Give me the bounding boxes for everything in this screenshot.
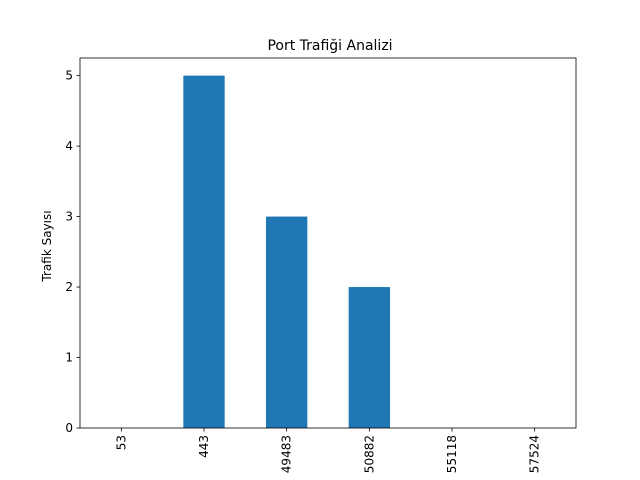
x-tick-label: 53 [114, 435, 128, 450]
x-tick-label: 443 [197, 435, 211, 458]
x-tick-label: 50882 [362, 435, 376, 473]
y-tick-label: 0 [65, 421, 73, 435]
bar-49483 [266, 216, 308, 428]
x-tick-label: 55118 [445, 435, 459, 473]
bar-443 [183, 75, 225, 428]
x-tick-label: 49483 [280, 435, 294, 473]
x-tick-label: 57524 [528, 435, 542, 473]
bar-50882 [348, 287, 390, 428]
y-tick-label: 3 [65, 210, 73, 224]
y-axis-label: Trafik Sayısı [40, 210, 54, 282]
y-tick-label: 2 [65, 280, 73, 294]
y-tick-label: 4 [65, 139, 73, 153]
y-tick-label: 5 [65, 69, 73, 83]
plot-frame [79, 57, 577, 429]
y-tick-label: 1 [65, 351, 73, 365]
chart-title: Port Trafiği Analizi [267, 38, 392, 54]
bars-layer [183, 75, 390, 428]
axes-layer: 0 1 2 3 4 5 53 443 49483 50882 55118 57524 [65, 57, 577, 473]
